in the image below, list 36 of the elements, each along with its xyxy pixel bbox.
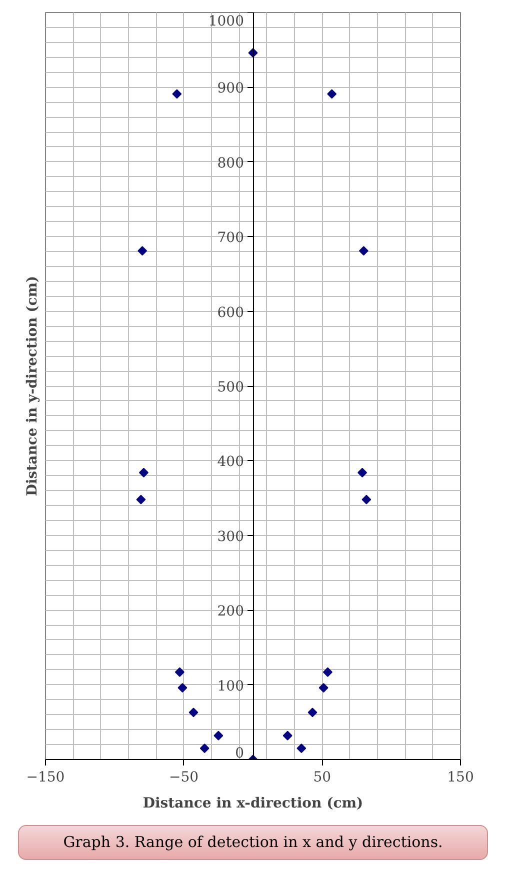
y-tick-label: 300 [217, 528, 244, 545]
y-tick-label: 800 [217, 155, 244, 172]
caption: Graph 3. Range of detection in x and y directions. [63, 832, 443, 853]
x-tick-label: 150 [447, 770, 474, 786]
point [362, 494, 372, 504]
x-axis-title: Distance in x-direction (cm) [142, 796, 364, 812]
y-tick-label: 100 [217, 678, 244, 694]
point [172, 89, 182, 99]
point [282, 730, 292, 740]
point [322, 667, 332, 677]
point [178, 683, 188, 693]
point [296, 744, 306, 754]
y-tick-label: 1000 [208, 14, 244, 30]
y-tick-label: 200 [217, 604, 244, 620]
y-tick-label: 700 [217, 230, 244, 246]
y-tick-label: 600 [217, 304, 244, 321]
point [214, 730, 224, 740]
y-tick-label: 900 [217, 80, 244, 97]
point [138, 246, 148, 256]
point [138, 468, 148, 478]
point [358, 468, 368, 478]
y-axis-title: Distance in y-direction (cm) [24, 276, 40, 496]
point [318, 683, 328, 693]
y-tick-label: 400 [217, 454, 244, 470]
point [136, 494, 146, 504]
x-tick-label: 50 [313, 770, 332, 786]
point [174, 667, 184, 677]
x-tick-label: −50 [169, 770, 199, 786]
point [188, 708, 198, 718]
point [358, 246, 368, 256]
point [200, 744, 210, 754]
point [327, 89, 337, 99]
x-tick-label: −150 [26, 770, 65, 786]
point [308, 708, 318, 718]
y-tick-label: 500 [217, 380, 244, 396]
y-tick-label: 0 [235, 746, 244, 762]
